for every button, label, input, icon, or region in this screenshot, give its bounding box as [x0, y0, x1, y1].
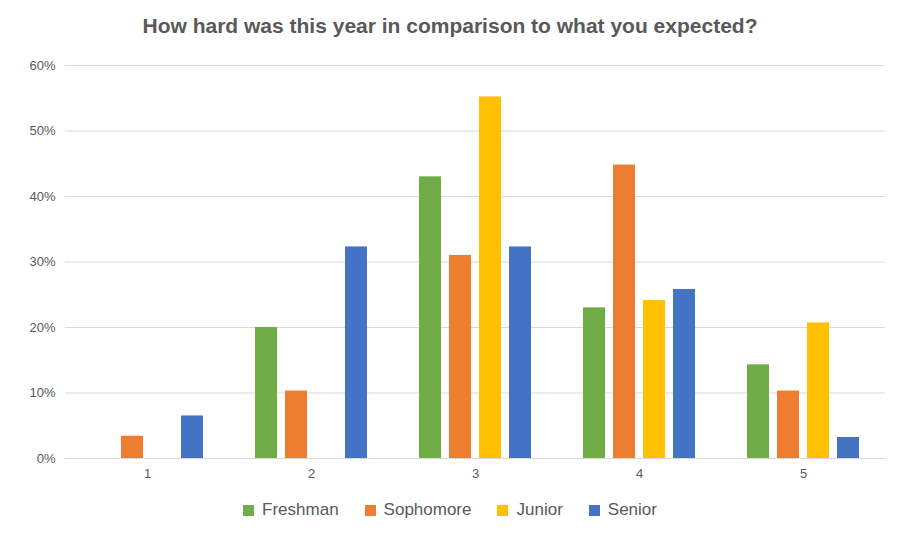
- svg-text:4: 4: [636, 466, 643, 481]
- html-text:How hard was this year in comp: How hard was this year in comparison to …: [142, 14, 758, 37]
- svg-text:3: 3: [472, 466, 479, 481]
- svg-text:30%: 30%: [29, 254, 55, 269]
- html-text:Senior: Senior: [607, 500, 657, 519]
- svg-text:10%: 10%: [29, 385, 55, 400]
- svg-text:1: 1: [144, 466, 151, 481]
- svg-text:2: 2: [308, 466, 315, 481]
- svg-text:60%: 60%: [29, 58, 55, 73]
- svg-text:20%: 20%: [29, 320, 55, 335]
- svg-text:40%: 40%: [29, 189, 55, 204]
- html-text:Junior: Junior: [516, 500, 563, 519]
- html-text:Sophomore: Sophomore: [383, 500, 472, 519]
- svg-text:5: 5: [800, 466, 807, 481]
- svg-text:0%: 0%: [37, 451, 56, 466]
- html-text:Freshman: Freshman: [262, 500, 339, 519]
- svg-text:50%: 50%: [29, 123, 55, 138]
